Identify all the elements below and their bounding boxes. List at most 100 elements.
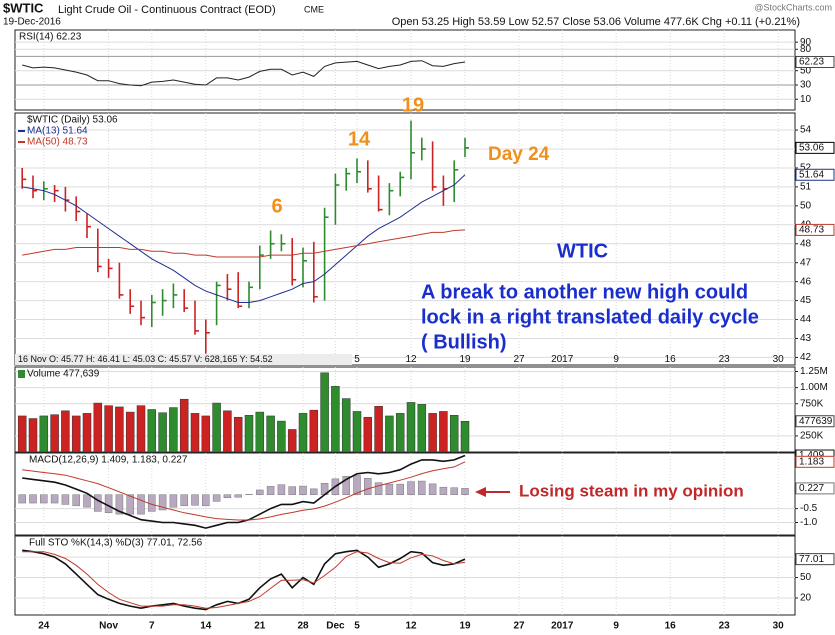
annotations: 19 14 6 Day 24 WTIC A break to another n… [271, 94, 758, 500]
value-badge [795, 141, 835, 154]
value-badge-label: 0.227 [799, 483, 824, 494]
volume-bar [158, 412, 167, 453]
value-badge-label: 51.64 [799, 169, 824, 180]
volume-bar [93, 402, 103, 453]
histogram-bar [137, 494, 145, 515]
y-tick-label: 48 [800, 238, 812, 249]
date: 19-Dec-2016 [3, 17, 61, 28]
histogram-bar [158, 494, 167, 511]
histogram-bar [223, 494, 232, 499]
info-text: 16 Nov O: 45.77 H: 46.41 L: 45.03 C: 45.… [18, 354, 273, 364]
volume-bar [233, 416, 243, 453]
x-tick-label: 16 [665, 354, 677, 365]
histogram-bar [40, 494, 48, 504]
panel [14, 535, 796, 616]
value-badge [795, 482, 835, 495]
x-tick-label: 27 [513, 354, 525, 365]
volume-bar [179, 398, 189, 453]
histogram-bar [364, 478, 372, 495]
line [22, 60, 466, 87]
value-badge [795, 553, 835, 566]
credit: @StockCharts.com [754, 2, 832, 12]
volume-bar [287, 429, 297, 453]
x-tick-label: 12 [405, 354, 417, 365]
volume-bar [28, 418, 38, 453]
value-badge-label: 477639 [799, 416, 833, 427]
volume-bar [363, 416, 373, 453]
y-tick-label: 47 [800, 257, 812, 268]
y-tick-label: -1.0 [800, 517, 818, 528]
instrument-name: Light Crude Oil - Continuous Contract (E… [58, 4, 276, 16]
y-tick-label: 80 [800, 44, 812, 55]
y-tick-label: 54 [800, 125, 812, 136]
y-tick-label: 50 [800, 200, 812, 211]
x-tick-label: 23 [719, 621, 731, 632]
histogram-bar [202, 494, 210, 507]
histogram-bar [18, 494, 26, 504]
x-tick-label: 9 [613, 354, 619, 365]
annotation: Day 24 [488, 144, 550, 165]
y-tick-label: 50 [800, 65, 812, 76]
x-tick-label: 30 [773, 621, 785, 632]
volume-bar [136, 405, 146, 453]
arrow-head [475, 487, 486, 497]
value-badge [795, 168, 835, 181]
x-tick-label: 28 [297, 621, 309, 632]
volume-bar [460, 420, 470, 453]
value-badge-label: 1.183 [799, 456, 824, 467]
y-tick-label: 50 [800, 572, 812, 583]
x-tick-label: 7 [149, 621, 155, 632]
volume-bar [277, 420, 286, 453]
histogram-bar [450, 487, 458, 495]
volume-bar [104, 405, 113, 453]
value-badge [795, 415, 835, 428]
volume-bar [341, 398, 351, 453]
x-tick-label: 16 [665, 621, 677, 632]
histogram-bar [29, 494, 37, 504]
volume-bar [244, 415, 254, 453]
histogram-bar [212, 494, 221, 502]
symbol: $WTIC [3, 0, 44, 15]
volume-bar [39, 415, 49, 453]
volume-bar [17, 415, 27, 453]
y-tick-label: 51 [800, 182, 812, 193]
histogram-bar [353, 475, 361, 495]
y-tick-label: 30 [800, 80, 812, 91]
volume-bar [71, 415, 81, 453]
volume-bar [428, 413, 437, 453]
value-badge [795, 223, 835, 236]
annotation: Losing steam in my opinion [519, 481, 744, 500]
x-tick-label: Nov [99, 621, 118, 632]
value-badge-label: 53.06 [799, 143, 824, 154]
histogram-bar [299, 485, 307, 495]
histogram-bar [374, 482, 383, 495]
panel-title: Full STO %K(14,3) %D(3) 77.01, 72.56 [29, 538, 203, 549]
x-tick-label: 27 [513, 621, 525, 632]
x-tick-label: 19 [459, 621, 471, 632]
panel-title: Volume 477,639 [27, 369, 100, 380]
volume-bar [223, 410, 232, 453]
annotation: 14 [348, 128, 371, 150]
value-badge [795, 55, 835, 68]
x-tick-label: 5 [354, 354, 360, 365]
y-tick-label: 44 [800, 314, 812, 325]
y-tick-label: 90 [800, 37, 812, 48]
histogram-bar [169, 494, 178, 508]
x-tick-label: 12 [405, 621, 417, 632]
volume-bar [212, 402, 221, 453]
y-tick-label: 1.00M [800, 382, 828, 393]
histogram-bar [288, 486, 296, 495]
quote: Open 53.25 High 53.59 Low 52.57 Close 53… [392, 16, 800, 28]
volume-bar [374, 406, 383, 453]
comment-line: A break to another new high could [421, 281, 748, 303]
y-tick-label: 1.25M [800, 366, 828, 377]
x-tick-label: 23 [719, 354, 731, 365]
histogram-bar [83, 494, 91, 508]
volume-bar [309, 409, 319, 453]
histogram-bar [72, 494, 80, 507]
histogram-bar [234, 494, 242, 498]
info-box [15, 354, 352, 365]
exchange: CME [304, 4, 324, 14]
comment-line: ( Bullish) [421, 331, 507, 353]
